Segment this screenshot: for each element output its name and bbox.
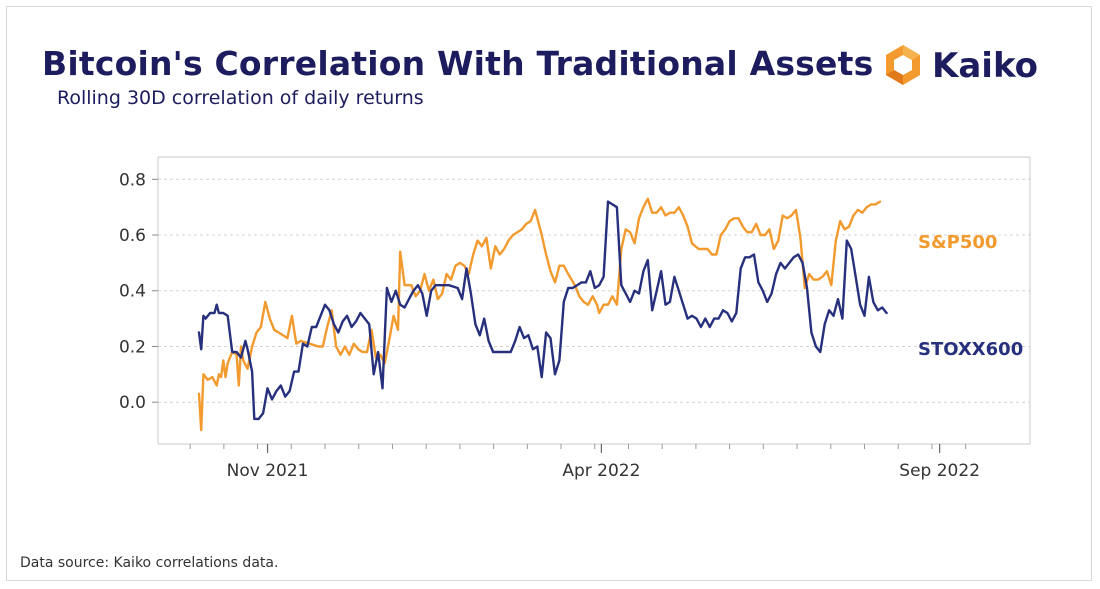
y-tick-label: 0.8 (119, 170, 146, 190)
series-label-stoxx600: STOXX600 (918, 339, 1023, 360)
series-line-sp500 (197, 197, 882, 432)
logo-name: Kaiko (932, 46, 1039, 86)
y-tick-label: 0.0 (119, 393, 146, 413)
plot-area: 0.0 0.2 0.4 0.6 0.8 Nov 2021 Apr 2022 Sep 2022 S… (119, 156, 1031, 481)
kaiko-hexagon-icon (886, 45, 920, 85)
chart-title: Bitcoin's Correlation With Traditional A… (42, 44, 874, 83)
y-tick-label: 0.4 (119, 282, 146, 302)
x-tick-label: Apr 2022 (562, 461, 640, 481)
series-line-stoxx600 (197, 200, 888, 421)
chart-frame (6, 6, 1092, 581)
x-tick-label: Nov 2021 (227, 461, 309, 481)
kaiko-logo: Kaiko (880, 42, 1050, 92)
series-label-sp500: S&P500 (918, 232, 997, 253)
y-tick-label: 0.6 (119, 226, 146, 246)
data-source-note: Data source: Kaiko correlations data. (20, 555, 279, 571)
x-tick-label: Sep 2022 (899, 461, 980, 481)
y-tick-label: 0.2 (119, 337, 146, 357)
chart-subtitle: Rolling 30D correlation of daily returns (57, 87, 424, 109)
